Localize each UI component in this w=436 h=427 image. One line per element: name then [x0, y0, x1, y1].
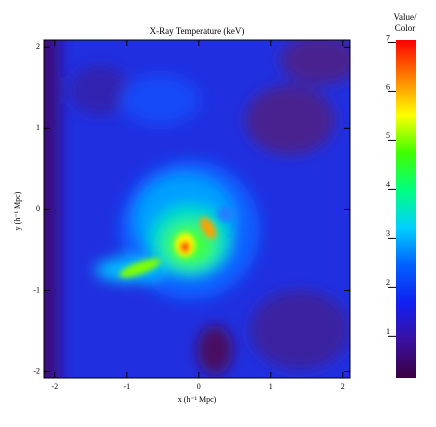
colorbar-tick-label: 5	[386, 131, 390, 140]
heatmap-image	[44, 40, 350, 378]
y-tick-label: -2	[33, 366, 40, 375]
colorbar-tick-label: 3	[386, 229, 390, 238]
y-tick-label: -1	[33, 285, 40, 294]
y-axis-label: y (h⁻¹ Mpc)	[13, 191, 22, 230]
colorbar	[396, 40, 416, 378]
y-tick-label: 2	[36, 42, 40, 51]
colorbar-tick-label: 4	[386, 180, 390, 189]
colorbar-label: Value/	[394, 12, 417, 22]
x-tick-label: 1	[269, 382, 273, 391]
y-tick-label: 1	[36, 123, 40, 132]
x-tick-label: -1	[123, 382, 130, 391]
y-tick-label: 0	[36, 204, 40, 213]
colorbar-tick-label: 7	[386, 33, 390, 42]
colorbar-tick-label: 1	[386, 327, 390, 336]
x-tick-label: 2	[341, 382, 345, 391]
colorbar-label: Color	[395, 23, 416, 33]
colorbar-tick-label: 6	[386, 82, 390, 91]
x-axis-label: x (h⁻¹ Mpc)	[178, 395, 217, 404]
x-tick-label: 0	[197, 382, 201, 391]
colorbar-tick-label: 2	[386, 278, 390, 287]
x-tick-label: -2	[51, 382, 58, 391]
chart-title: X-Ray Temperature (keV)	[150, 26, 245, 36]
